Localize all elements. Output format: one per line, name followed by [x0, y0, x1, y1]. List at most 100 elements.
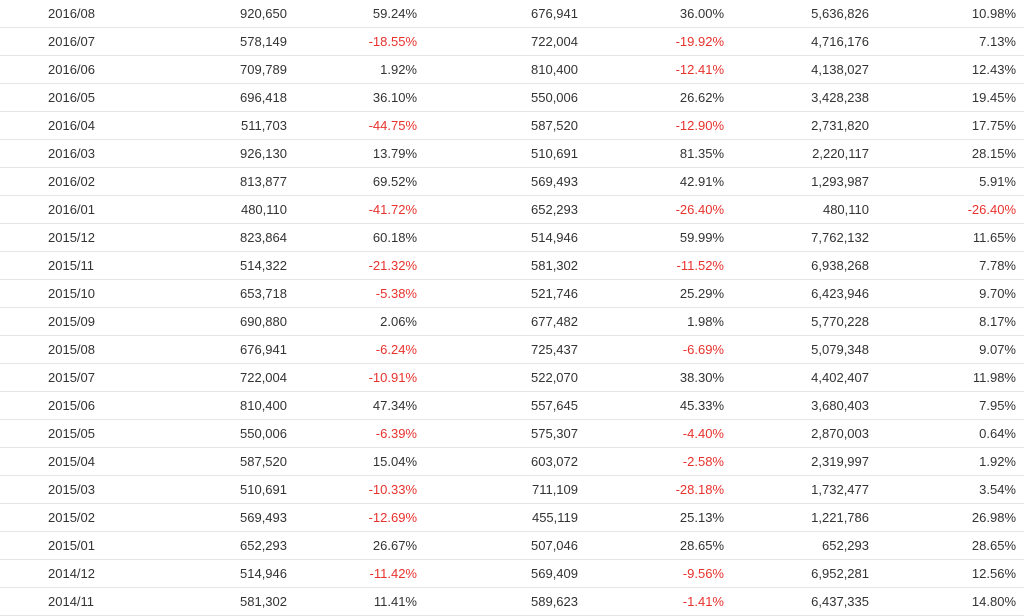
table-cell: 521,746: [531, 286, 578, 301]
table-cell: 480,110: [240, 202, 287, 217]
table-cell: -12.90%: [675, 118, 724, 133]
table-cell: 1,293,987: [811, 174, 869, 189]
table-cell: -10.91%: [368, 370, 417, 385]
table-cell: 0.64%: [979, 426, 1016, 441]
table-cell: 47.34%: [372, 398, 417, 413]
table-row: 2015/04 587,520 15.04% 603,072 -2.58% 2,319,9…: [0, 448, 1024, 476]
table-cell: 557,645: [531, 398, 578, 413]
table-cell: 12.43%: [971, 62, 1016, 77]
table-cell: 810,400: [531, 62, 578, 77]
table-row: 2014/11 581,302 11.41% 589,623 -1.41% 6,437,3…: [0, 588, 1024, 616]
table-cell: 550,006: [240, 426, 287, 441]
table-cell: -12.69%: [368, 510, 417, 525]
row-period-cell: 2014/12: [48, 566, 95, 581]
table-row: 2016/05 696,418 36.10% 550,006 26.62% 3,428,2…: [0, 84, 1024, 112]
table-cell: 25.29%: [679, 286, 724, 301]
table-cell: 677,482: [531, 314, 578, 329]
table-cell: 11.98%: [972, 370, 1016, 385]
table-cell: 26.67%: [372, 538, 417, 553]
table-cell: 920,650: [240, 6, 287, 21]
table-cell: 813,877: [240, 174, 287, 189]
table-cell: 1,221,786: [811, 510, 869, 525]
table-cell: 569,493: [531, 174, 578, 189]
table-cell: -6.39%: [375, 426, 417, 441]
table-cell: 6,437,335: [811, 594, 869, 609]
table-cell: -6.24%: [375, 342, 417, 357]
table-cell: 7.13%: [979, 34, 1016, 49]
table-cell: 5,770,228: [811, 314, 869, 329]
table-cell: 28.65%: [971, 538, 1016, 553]
table-cell: 5,636,826: [811, 6, 869, 21]
table-cell: -28.18%: [675, 482, 724, 497]
table-cell: 2,870,003: [811, 426, 869, 441]
table-cell: 4,716,176: [811, 34, 869, 49]
row-period-cell: 2015/06: [48, 398, 95, 413]
table-row: 2016/07 578,149 -18.55% 722,004 -19.92% 4,716…: [0, 28, 1024, 56]
table-cell: -11.42%: [369, 566, 417, 581]
table-cell: 36.10%: [372, 90, 417, 105]
table-cell: -21.32%: [368, 258, 417, 273]
table-cell: 6,952,281: [811, 566, 869, 581]
table-cell: -4.40%: [682, 426, 724, 441]
row-period-cell: 2015/07: [48, 370, 95, 385]
table-cell: 17.75%: [971, 118, 1016, 133]
table-cell: 10.98%: [971, 6, 1016, 21]
table-cell: 652,293: [531, 202, 578, 217]
table-row: 2014/12 514,946 -11.42% 569,409 -9.56% 6,952,…: [0, 560, 1024, 588]
table-row: 2015/03 510,691 -10.33% 711,109 -28.18% 1,732…: [0, 476, 1024, 504]
table-row: 2015/05 550,006 -6.39% 575,307 -4.40% 2,870,0…: [0, 420, 1024, 448]
table-cell: 722,004: [531, 34, 578, 49]
table-cell: 11.41%: [373, 594, 417, 609]
table-cell: 653,718: [240, 286, 287, 301]
row-period-cell: 2015/04: [48, 454, 95, 469]
table-cell: 12.56%: [971, 566, 1016, 581]
table-cell: 5.91%: [979, 174, 1016, 189]
row-period-cell: 2014/11: [48, 594, 95, 609]
table-cell: 823,864: [240, 230, 287, 245]
table-cell: 676,941: [531, 6, 578, 21]
table-cell: 14.80%: [971, 594, 1016, 609]
table-row: 2015/12 823,864 60.18% 514,946 59.99% 7,762,1…: [0, 224, 1024, 252]
table-cell: 581,302: [531, 258, 578, 273]
table-cell: -10.33%: [368, 482, 417, 497]
table-cell: 3,680,403: [811, 398, 869, 413]
table-cell: 9.70%: [979, 286, 1016, 301]
row-period-cell: 2015/09: [48, 314, 95, 329]
table-cell: 603,072: [531, 454, 578, 469]
table-cell: 652,293: [240, 538, 287, 553]
table-cell: 507,046: [531, 538, 578, 553]
table-row: 2015/10 653,718 -5.38% 521,746 25.29% 6,423,9…: [0, 280, 1024, 308]
table-cell: -9.56%: [682, 566, 724, 581]
table-cell: 2,731,820: [811, 118, 869, 133]
table-cell: 550,006: [531, 90, 578, 105]
table-cell: 7.78%: [979, 258, 1016, 273]
table-cell: -41.72%: [368, 202, 417, 217]
row-period-cell: 2016/01: [48, 202, 95, 217]
table-cell: 1.92%: [380, 62, 417, 77]
row-period-cell: 2015/01: [48, 538, 95, 553]
table-row: 2016/04 511,703 -44.75% 587,520 -12.90% 2,731…: [0, 112, 1024, 140]
table-cell: 511,703: [240, 118, 287, 133]
table-cell: 569,493: [240, 510, 287, 525]
table-cell: 510,691: [531, 146, 578, 161]
table-cell: 26.98%: [971, 510, 1016, 525]
table-cell: -18.55%: [368, 34, 417, 49]
table-cell: -6.69%: [682, 342, 724, 357]
row-period-cell: 2015/10: [48, 286, 95, 301]
table-row: 2016/01 480,110 -41.72% 652,293 -26.40% 480,1…: [0, 196, 1024, 224]
table-row: 2016/02 813,877 69.52% 569,493 42.91% 1,293,9…: [0, 168, 1024, 196]
row-period-cell: 2016/06: [48, 62, 95, 77]
table-cell: 514,946: [531, 230, 578, 245]
row-period-cell: 2016/04: [48, 118, 95, 133]
table-cell: 8.17%: [979, 314, 1016, 329]
table-cell: -11.52%: [676, 258, 724, 273]
table-cell: 690,880: [240, 314, 287, 329]
table-cell: 59.24%: [372, 6, 417, 21]
table-cell: 926,130: [240, 146, 287, 161]
table-cell: 7.95%: [979, 398, 1016, 413]
table-cell: 1.92%: [979, 454, 1016, 469]
table-cell: 676,941: [240, 342, 287, 357]
table-cell: 696,418: [240, 90, 287, 105]
table-cell: 569,409: [531, 566, 578, 581]
